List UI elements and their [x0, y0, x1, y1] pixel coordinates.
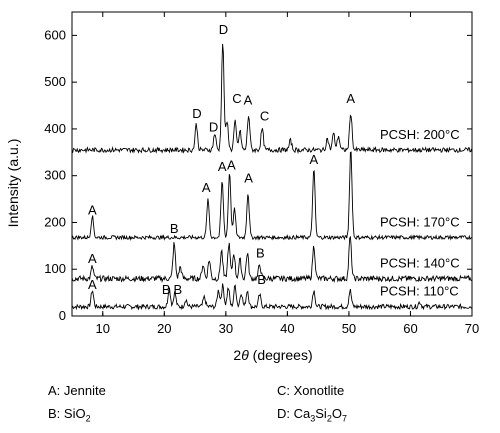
series-line — [71, 283, 472, 311]
peak-label: D — [219, 22, 228, 37]
y-tick-label: 300 — [44, 168, 66, 183]
peak-label: A — [227, 158, 236, 173]
x-axis-title: 2θ (degrees) — [233, 347, 312, 363]
peak-label: A — [244, 93, 253, 108]
series-line — [71, 43, 472, 155]
plot-frame — [71, 11, 473, 317]
axes: 10 20 30 40 50 60 70 0 100 200 300 400 500 600 — [44, 11, 479, 336]
series-label: PCSH: 170°C — [380, 214, 460, 229]
peak-label: A — [346, 91, 355, 106]
peak-label: A — [310, 152, 319, 167]
y-tick-label: 100 — [44, 261, 66, 276]
y-tick-label: 0 — [59, 308, 66, 323]
peak-label: A — [88, 277, 97, 292]
y-tick-label: 400 — [44, 121, 66, 136]
series-label: PCSH: 140°C — [380, 256, 460, 271]
x-tick-label: 50 — [342, 321, 356, 336]
x-tick-label: 30 — [219, 321, 233, 336]
peak-label: A — [244, 171, 253, 186]
peak-label: D — [209, 119, 218, 134]
legend-key-xonotlite: C: Xonotlite — [277, 383, 345, 398]
peak-label: C — [232, 91, 241, 106]
peak-label: C — [260, 109, 269, 124]
legend-key-sio2: B: SiO2 — [48, 406, 91, 424]
legend-key-jennite: A: Jennite — [48, 383, 106, 398]
peak-label: B — [174, 282, 183, 297]
y-axis-title: Intensity (a.u.) — [5, 139, 21, 228]
legend-key-ca3si2o7: D: Ca3Si2O7 — [277, 406, 347, 424]
series-label: PCSH: 200°C — [380, 127, 460, 142]
peak-label: B — [170, 221, 179, 236]
x-tick-label: 60 — [403, 321, 417, 336]
peak-label: A — [88, 251, 97, 266]
x-tick-label: 20 — [157, 321, 171, 336]
peak-label: B — [256, 246, 265, 261]
x-tick-label: 40 — [280, 321, 294, 336]
peak-label: A — [88, 203, 97, 218]
x-tick-label: 10 — [96, 321, 110, 336]
y-tick-label: 200 — [44, 214, 66, 229]
x-tick-label: 70 — [465, 321, 479, 336]
series-line — [71, 235, 472, 283]
peak-label: B — [257, 272, 266, 287]
series-line — [71, 151, 472, 241]
series-label: PCSH: 110°C — [380, 284, 459, 299]
peak-label: B — [162, 282, 171, 297]
peak-label: A — [202, 180, 211, 195]
peak-label: D — [192, 106, 201, 121]
y-tick-label: 600 — [44, 27, 66, 42]
y-tick-label: 500 — [44, 74, 66, 89]
peak-label: A — [218, 159, 227, 174]
